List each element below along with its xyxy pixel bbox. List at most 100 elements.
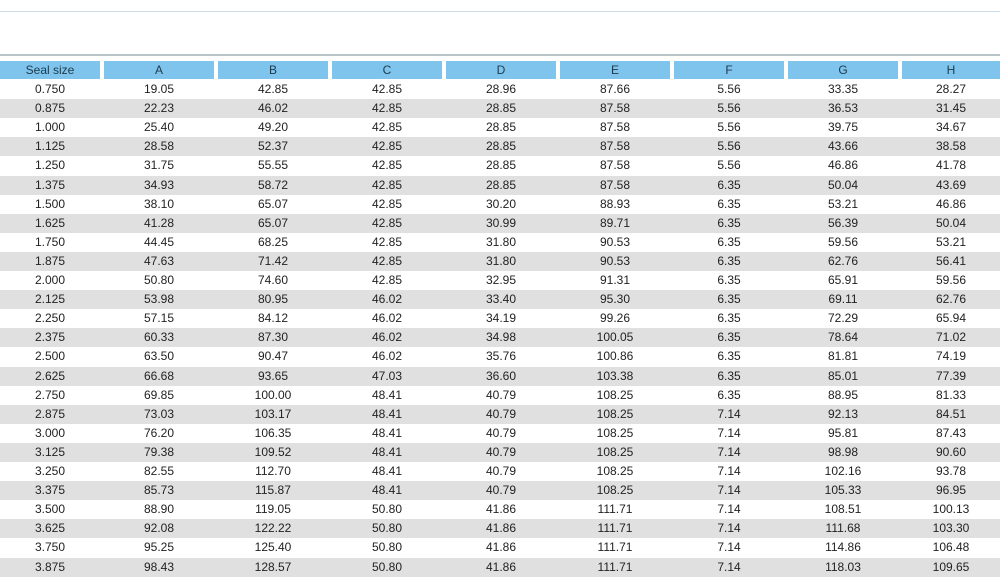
table-cell: 44.45 (143, 234, 175, 249)
table-cell: 114.86 (825, 540, 861, 555)
table-cell: 7.14 (717, 540, 741, 555)
table-cell: 33.35 (827, 82, 859, 96)
table-cell: 108.25 (596, 425, 634, 440)
table-cell: 63.50 (143, 349, 175, 364)
table-cell: 111.71 (597, 559, 633, 574)
table-cell: 99.26 (599, 311, 631, 326)
table-cell: 125.40 (254, 540, 292, 555)
table-cell: 1.375 (34, 177, 66, 192)
table-cell: 6.35 (717, 368, 741, 383)
table-cell: 42.85 (371, 273, 403, 287)
table-cell: 85.01 (827, 368, 859, 383)
table-cell: 5.56 (717, 82, 741, 96)
table-cell: 87.66 (599, 82, 631, 96)
table-cell: 28.85 (485, 101, 517, 116)
table-cell: 103.30 (932, 521, 970, 536)
table-cell: 31.45 (935, 101, 967, 116)
table-cell: 48.41 (371, 425, 403, 440)
table-cell: 42.85 (371, 177, 403, 192)
header-cell: H (902, 61, 1000, 79)
table-cell: 6.35 (717, 273, 741, 287)
table-cell: 30.99 (485, 215, 517, 230)
table-cell: 6.35 (717, 253, 741, 268)
table-cell: 108.51 (824, 502, 862, 517)
table-row: 0.875 22.23 46.02 42.85 28.85 87.58 5.56 36.53 3… (0, 99, 1000, 119)
table-cell: 0.750 (34, 82, 66, 96)
table-cell: 89.71 (599, 215, 631, 230)
table-cell: 3.250 (34, 464, 66, 478)
table-cell: 100.13 (932, 502, 970, 517)
table-cell: 58.72 (257, 177, 289, 192)
table-row: 3.750 95.25 125.40 50.80 41.86 111.71 7.14 114.… (0, 538, 1000, 557)
table-cell: 87.58 (599, 139, 631, 154)
table-cell: 31.80 (485, 234, 517, 249)
table-cell: 31.80 (485, 253, 517, 268)
table-cell: 60.33 (143, 330, 175, 345)
table-cell: 32.95 (485, 273, 517, 287)
table-cell: 28.96 (485, 82, 517, 96)
table-cell: 93.78 (935, 464, 967, 478)
table-cell: 46.86 (827, 158, 859, 173)
table-cell: 42.85 (371, 101, 403, 116)
table-cell: 40.79 (485, 444, 517, 459)
table-row: 3.875 98.43 128.57 50.80 41.86 111.71 7.14 118.… (0, 557, 1000, 577)
header-cell: E (560, 61, 670, 79)
table-cell: 78.64 (827, 330, 859, 345)
table-cell: 88.93 (599, 196, 631, 211)
table-cell: 2.750 (34, 387, 66, 402)
table-cell: 100.00 (254, 387, 292, 402)
table-cell: 5.56 (717, 139, 741, 154)
table-cell: 62.76 (935, 292, 967, 307)
table-cell: 46.02 (371, 330, 403, 345)
table-cell: 7.14 (717, 502, 741, 517)
table-cell: 109.52 (254, 444, 292, 459)
table-cell: 74.19 (935, 349, 967, 364)
table-cell: 42.85 (371, 196, 403, 211)
table-cell: 6.35 (717, 292, 741, 307)
table-cell: 30.20 (485, 196, 517, 211)
table-cell: 0.875 (34, 101, 66, 116)
table-cell: 74.60 (257, 273, 289, 287)
table-cell: 3.375 (34, 483, 66, 498)
table-cell: 111.71 (597, 502, 633, 517)
table-cell: 82.55 (143, 464, 175, 478)
header-cell: G (788, 61, 898, 79)
table-cell: 1.625 (34, 215, 66, 230)
table-cell: 98.98 (827, 444, 859, 459)
table-cell: 46.02 (371, 311, 403, 326)
table-cell: 50.80 (371, 521, 403, 536)
table-cell: 91.31 (599, 273, 631, 287)
table-cell: 41.86 (485, 521, 517, 536)
table-cell: 5.56 (717, 120, 741, 135)
table-cell: 7.14 (717, 425, 741, 440)
table-cell: 68.25 (257, 234, 289, 249)
header-rule (0, 54, 1000, 56)
table-cell: 53.98 (143, 292, 175, 307)
table-cell: 1.125 (34, 139, 66, 154)
table-cell: 108.25 (596, 464, 634, 478)
table-cell: 72.29 (827, 311, 859, 326)
table-row: 2.625 66.68 93.65 47.03 36.60 103.38 6.35 85.01… (0, 366, 1000, 386)
table-cell: 28.58 (143, 139, 175, 154)
table-cell: 87.58 (599, 158, 631, 173)
table-cell: 41.86 (485, 540, 517, 555)
table-cell: 6.35 (717, 349, 741, 364)
table-cell: 38.58 (935, 139, 967, 154)
table-cell: 106.35 (254, 425, 292, 440)
table-cell: 40.79 (485, 425, 517, 440)
table-cell: 36.53 (827, 101, 859, 116)
table-cell: 90.60 (935, 444, 967, 459)
table-cell: 6.35 (717, 234, 741, 249)
table-cell: 38.10 (143, 196, 175, 211)
table-cell: 22.23 (143, 101, 175, 116)
table-row: 2.750 69.85 100.00 48.41 40.79 108.25 6.35 88.9… (0, 386, 1000, 405)
table-cell: 79.38 (143, 444, 175, 459)
table-cell: 56.41 (935, 253, 967, 268)
table-cell: 5.56 (717, 158, 741, 173)
table-row: 1.875 47.63 71.42 42.85 31.80 90.53 6.35 62.76 5… (0, 251, 1000, 271)
table-cell: 53.21 (935, 234, 967, 249)
table-cell: 93.65 (257, 368, 289, 383)
table-row: 1.625 41.28 65.07 42.85 30.99 89.71 6.35 56.39 5… (0, 213, 1000, 233)
table-cell: 87.58 (599, 101, 631, 116)
table-cell: 119.05 (255, 502, 291, 517)
